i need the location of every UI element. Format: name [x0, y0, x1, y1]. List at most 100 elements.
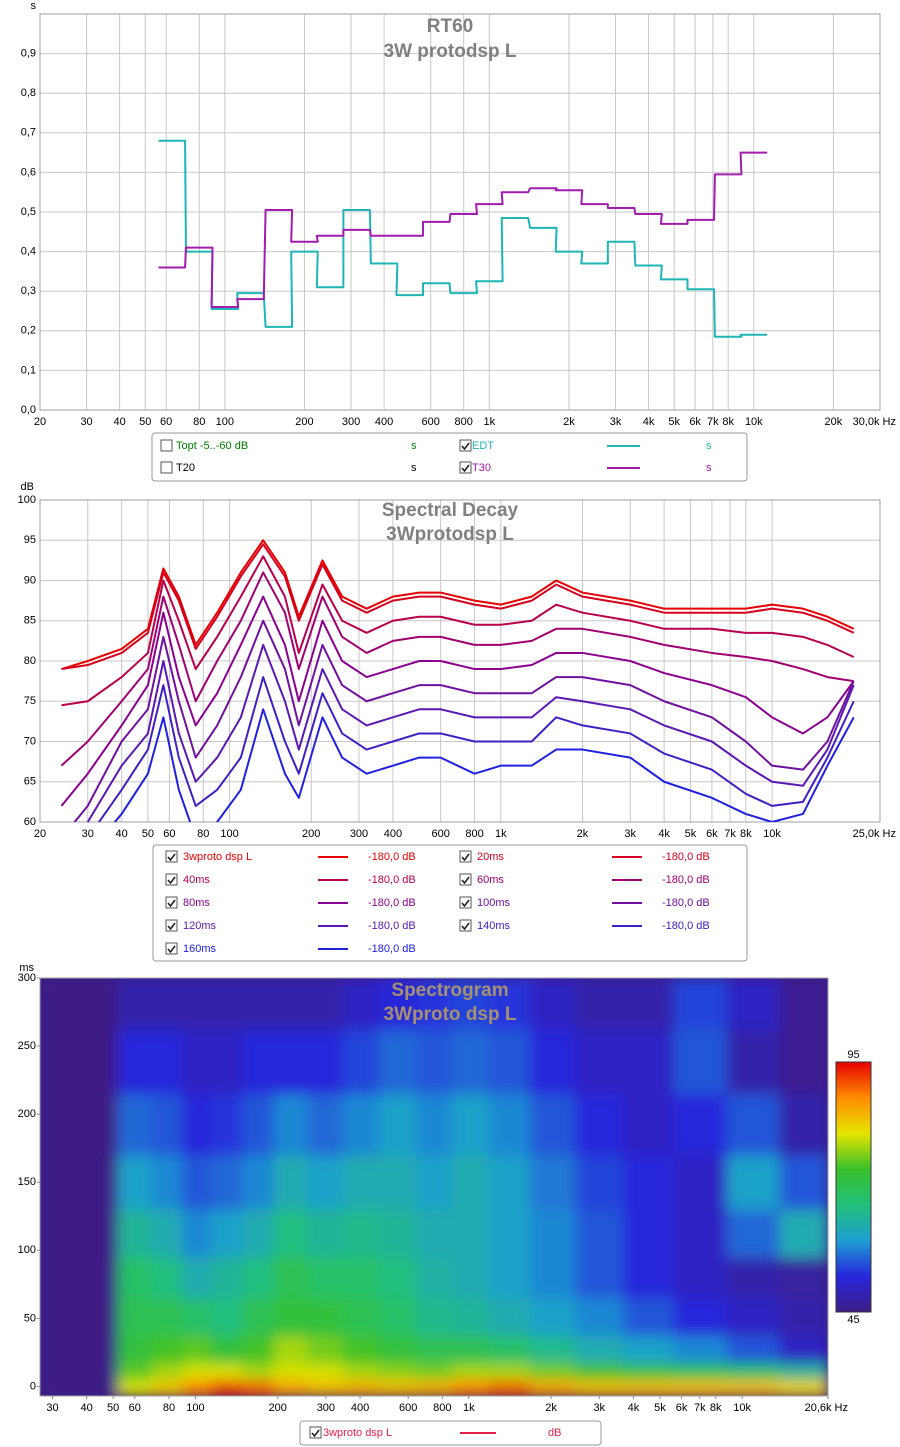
heatmap-cell [575, 978, 624, 1030]
legend-label: 3wproto dsp L [323, 1427, 392, 1439]
legend-checkbox[interactable] [165, 919, 178, 932]
x-tick-label: 2k [545, 1402, 557, 1414]
heatmap-cell [416, 1093, 453, 1156]
legend-value: -180,0 dB [368, 920, 416, 932]
heatmap-cell [416, 1257, 453, 1299]
legend-checkbox[interactable] [459, 850, 472, 863]
legend-checkbox[interactable] [459, 461, 472, 474]
checkmark [461, 922, 470, 931]
heatmap-cell [40, 1155, 78, 1210]
x-tick-label: 1k [463, 1402, 475, 1414]
heatmap-cell [779, 1155, 828, 1210]
legend-checkbox[interactable] [459, 873, 472, 886]
x-tick-label: 1k [484, 416, 496, 428]
heatmap-cell [211, 1209, 244, 1258]
heatmap-cell [451, 978, 490, 1030]
x-tick-label: 100 [186, 1402, 204, 1414]
legend-checkbox[interactable] [459, 896, 472, 909]
heatmap-cell [488, 1257, 531, 1299]
x-tick-label: 400 [384, 828, 402, 840]
heatmap-cell [378, 1155, 417, 1210]
heatmap-cell [623, 1093, 675, 1156]
heatmap-cell [117, 1093, 153, 1156]
heatmap-cell [151, 1379, 183, 1396]
heatmap-cell [378, 1297, 417, 1336]
y-tick-label: 0,9 [21, 48, 36, 60]
legend-checkbox[interactable] [160, 439, 173, 452]
legend-checkbox[interactable] [459, 439, 472, 452]
heatmap-cell [307, 1335, 344, 1364]
legend-checkbox[interactable] [165, 942, 178, 955]
step-line [158, 139, 768, 338]
heatmap-cell [182, 1297, 212, 1336]
decay-line [97, 676, 855, 822]
heatmap-cell [416, 1362, 453, 1381]
legend-box [151, 432, 748, 482]
x-tick-label: 4k [658, 828, 670, 840]
heatmap-cell [529, 1029, 576, 1095]
heatmap-cell [726, 1155, 780, 1210]
heatmap-cell [623, 1257, 675, 1299]
legend-checkbox[interactable] [165, 873, 178, 886]
heatmap-cell [117, 978, 153, 1030]
heatmap-cell [211, 1155, 244, 1210]
heatmap-cell [623, 1209, 675, 1258]
heatmap-cell [76, 1155, 119, 1210]
heatmap-cell [117, 1297, 153, 1336]
heatmap-cell [529, 1209, 576, 1258]
heatmap-cell [211, 1362, 244, 1381]
checkmark [461, 899, 470, 908]
y-tick-label: 85 [24, 615, 36, 627]
heatmap-cell [673, 1029, 728, 1095]
step-line [158, 151, 768, 309]
heatmap-cell [117, 1362, 153, 1381]
legend-label: T20 [176, 462, 195, 474]
y-tick-label: 60 [24, 816, 36, 828]
heatmap-cell [76, 1335, 119, 1364]
chart-subtitle: 3W protodsp L [384, 41, 517, 62]
legend-checkbox[interactable] [165, 896, 178, 909]
x-tick-label: 8k [740, 828, 752, 840]
legend-label: 20ms [477, 851, 504, 863]
y-tick-label: 300 [18, 972, 36, 984]
y-tick-label: 0,7 [21, 127, 36, 139]
x-tick-label: 80 [193, 416, 205, 428]
heatmap-cell [151, 978, 183, 1030]
heatmap-cell [673, 1335, 728, 1364]
heatmap-cell [726, 1335, 780, 1364]
y-tick-label: 100 [18, 1244, 36, 1256]
heatmap-cell [117, 1335, 153, 1364]
heatmap-cell [673, 1257, 728, 1299]
legend-label: 40ms [183, 874, 210, 886]
heatmap-cell [575, 1209, 624, 1258]
y-tick-label: 0,5 [21, 206, 36, 218]
x-tick-label: 8k [710, 1402, 722, 1414]
x-tick-label: 10k [763, 828, 781, 840]
heatmap-cell [76, 1093, 119, 1156]
heatmap-cell [76, 1209, 119, 1258]
heatmap-cell [726, 1362, 780, 1381]
legend-checkbox[interactable] [459, 919, 472, 932]
y-tick-label: 0,2 [21, 325, 36, 337]
x-tick-label: 20k [825, 416, 843, 428]
heatmap-cell [623, 1335, 675, 1364]
heatmap-cell [307, 1209, 344, 1258]
x-tick-label: 800 [433, 1402, 451, 1414]
legend-checkbox[interactable] [160, 461, 173, 474]
heatmap-cell [182, 1257, 212, 1299]
heatmap-cell [342, 1362, 380, 1381]
series-group [158, 139, 768, 338]
legend-value: -180,0 dB [662, 897, 710, 909]
heatmap-cell [779, 1093, 828, 1156]
heatmap-cell [76, 1029, 119, 1095]
heatmap-cell [726, 1093, 780, 1156]
heatmap-cell [529, 1155, 576, 1210]
y-tick-label: 0 [30, 1380, 36, 1392]
chart-title: RT60 [427, 16, 473, 37]
legend-label: 160ms [183, 943, 217, 955]
legend-box [152, 844, 748, 962]
legend-checkbox[interactable] [309, 1426, 322, 1439]
legend-checkbox[interactable] [165, 850, 178, 863]
heatmap-cell [76, 1297, 119, 1336]
decay-line [61, 543, 855, 671]
